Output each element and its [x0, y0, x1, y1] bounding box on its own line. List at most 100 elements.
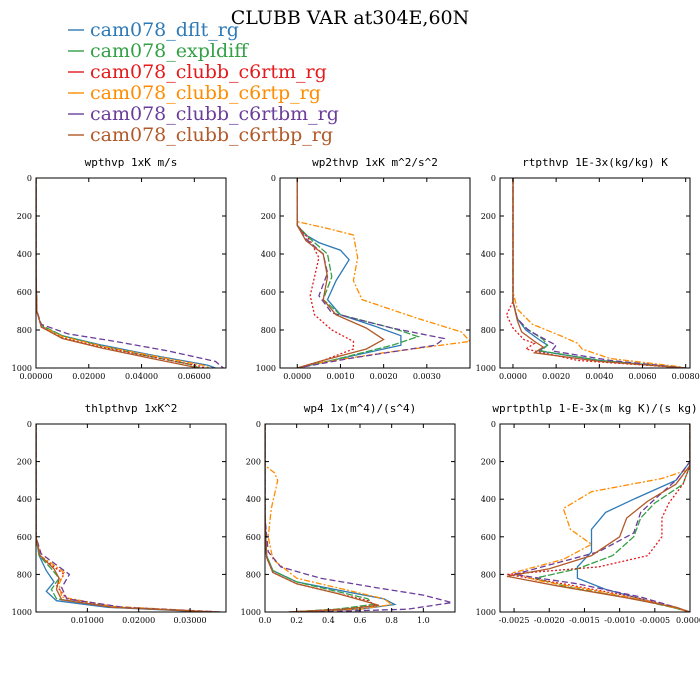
series-line — [265, 424, 397, 612]
y-tick-label: 200 — [481, 212, 496, 221]
x-tick-label: 0.03000 — [174, 616, 207, 625]
y-tick-label: 1000 — [241, 608, 261, 617]
legend-item: cam078_expldiff — [68, 40, 249, 62]
x-tick-label: 0.0000 — [676, 616, 700, 625]
plot-frame — [35, 423, 227, 613]
x-tick-label: 0.02000 — [122, 616, 155, 625]
y-tick-label: 0 — [491, 420, 496, 429]
series-line — [296, 178, 446, 368]
y-tick-label: 800 — [261, 326, 276, 335]
x-tick-label: 0.0020 — [370, 372, 398, 381]
plot-frame — [264, 423, 456, 613]
series-line — [36, 178, 216, 368]
legend-item: cam078_clubb_c6rtbp_rg — [68, 124, 333, 146]
x-tick-label: 0.0030 — [413, 372, 441, 381]
series-line — [36, 178, 200, 368]
series-line — [265, 424, 380, 612]
y-tick-label: 800 — [17, 326, 32, 335]
x-tick-label: 0.04000 — [125, 372, 158, 381]
y-tick-label: 400 — [17, 495, 32, 504]
chart-panel-3: rtpthvp 1E-3x(kg/kg) K020040060080010000… — [476, 156, 700, 381]
chart-panel-2: wp2thvp 1xK m^2/s^2 0 200 400 600 800 1000 0.00… — [256, 156, 471, 381]
plot-frame — [279, 177, 471, 369]
panel-title: wp4 1x(m^4)/(s^4) — [304, 402, 417, 415]
plot-frame — [499, 423, 691, 613]
figure-title: CLUBB VAR at304E,60N — [231, 7, 470, 29]
legend-item: cam078_clubb_c6rtbm_rg — [68, 103, 339, 125]
series-line — [36, 178, 211, 368]
y-tick-label: 200 — [246, 458, 261, 467]
series-line — [36, 424, 221, 612]
y-tick-label: 800 — [246, 570, 261, 579]
x-tick-label: -0.0015 — [569, 616, 600, 625]
y-tick-label: 200 — [17, 212, 32, 221]
series-line — [36, 178, 224, 368]
series-line — [296, 178, 402, 368]
y-tick-label: 200 — [261, 212, 276, 221]
x-tick-label: 0.06000 — [178, 372, 211, 381]
x-tick-label: 0.0040 — [585, 372, 613, 381]
series-group — [296, 178, 470, 368]
x-tick-label: 0.6 — [354, 616, 367, 625]
y-tick-label: 400 — [481, 495, 496, 504]
y-tick-label: 200 — [481, 458, 496, 467]
y-tick-label: 1000 — [256, 364, 276, 373]
chart-panel-4: thlpthvp 1xK^2 0 200 400 600 800 1000 0.01000 0.… — [12, 402, 227, 625]
x-tick-label: -0.0020 — [534, 616, 565, 625]
y-tick-label: 600 — [481, 288, 496, 297]
panel-title: wpthvp 1xK m/s — [85, 156, 178, 169]
y-tick-label: 400 — [261, 250, 276, 259]
legend: cam078_dflt_rgcam078_expldiffcam078_club… — [68, 19, 339, 146]
legend-item: cam078_clubb_c6rtm_rg — [68, 61, 327, 83]
x-tick-label: 0.01000 — [71, 616, 104, 625]
y-tick-label: 1000 — [476, 608, 496, 617]
legend-label: cam078_clubb_c6rtm_rg — [90, 61, 327, 83]
x-tick-label: 0.0080 — [672, 372, 700, 381]
x-tick-label: 0.02000 — [72, 372, 105, 381]
legend-label: cam078_dflt_rg — [90, 19, 239, 41]
y-tick-label: 0 — [27, 420, 32, 429]
series-line — [36, 178, 206, 368]
y-tick-label: 200 — [17, 458, 32, 467]
y-tick-label: 0 — [271, 174, 276, 183]
series-line — [296, 178, 385, 368]
series-group — [505, 178, 686, 368]
x-tick-label: 0.2 — [290, 616, 303, 625]
x-tick-label: 0.4 — [322, 616, 335, 625]
series-line — [36, 424, 216, 612]
y-tick-label: 400 — [481, 250, 496, 259]
x-tick-label: -0.0010 — [604, 616, 635, 625]
panel-title: rtpthvp 1E-3x(kg/kg) K — [522, 156, 668, 169]
series-group — [265, 424, 452, 612]
series-line — [296, 178, 470, 368]
series-line — [36, 424, 216, 612]
y-tick-label: 0 — [491, 174, 496, 183]
x-tick-label: 0.00000 — [19, 372, 52, 381]
series-group — [36, 178, 224, 368]
y-tick-label: 600 — [17, 533, 32, 542]
y-tick-label: 400 — [17, 250, 32, 259]
y-tick-label: 600 — [481, 533, 496, 542]
series-line — [512, 178, 686, 368]
y-tick-label: 600 — [246, 533, 261, 542]
series-line — [576, 424, 690, 612]
panel-title: thlpthvp 1xK^2 — [85, 402, 178, 415]
x-tick-label: -0.0005 — [639, 616, 670, 625]
series-line — [506, 424, 690, 612]
series-group — [36, 424, 221, 612]
x-tick-label: 0.0010 — [326, 372, 354, 381]
y-tick-label: 400 — [246, 495, 261, 504]
series-line — [505, 178, 686, 368]
legend-item: cam078_dflt_rg — [68, 19, 239, 41]
y-tick-label: 1000 — [476, 364, 496, 373]
legend-label: cam078_clubb_c6rtbm_rg — [90, 103, 339, 125]
series-line — [506, 424, 690, 612]
series-line — [36, 178, 200, 368]
x-tick-label: 0.0000 — [283, 372, 311, 381]
series-line — [296, 178, 421, 368]
legend-label: cam078_clubb_c6rtp_rg — [90, 82, 321, 104]
series-line — [36, 424, 216, 612]
legend-label: cam078_clubb_c6rtbp_rg — [90, 124, 333, 146]
legend-item: cam078_clubb_c6rtp_rg — [68, 82, 321, 104]
